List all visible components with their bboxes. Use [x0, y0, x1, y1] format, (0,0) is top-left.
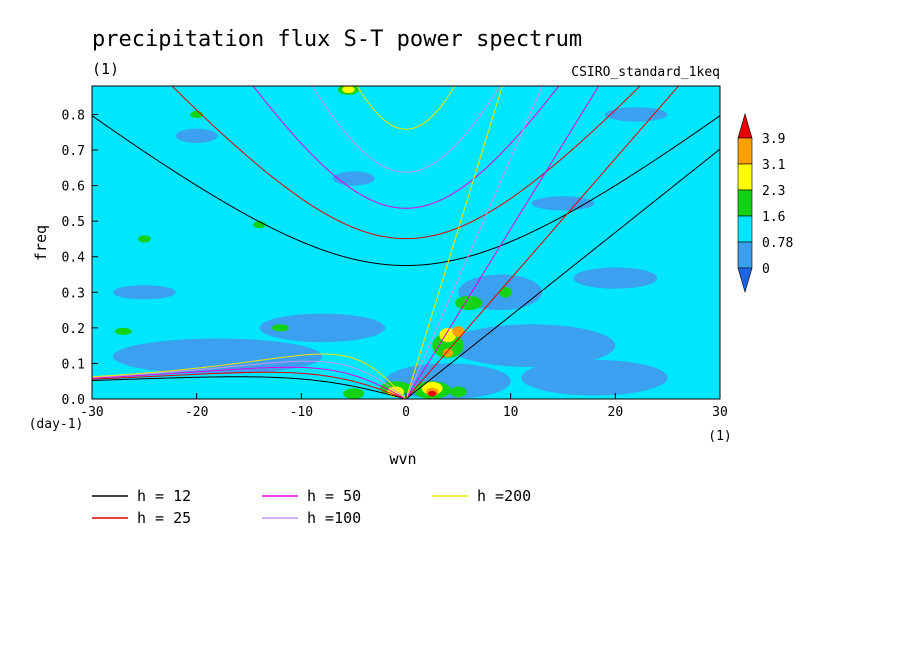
colorbar-swatch-1 — [737, 241, 753, 269]
colorbar-label: 1.6 — [762, 210, 785, 225]
colorbar-bottom-arrow — [737, 267, 753, 294]
field-region-4 — [521, 359, 668, 396]
y-axis-label: freq — [32, 225, 50, 261]
field-region-10 — [332, 171, 375, 186]
colorbar-label: 0.78 — [762, 236, 793, 251]
field-region-30 — [442, 348, 454, 358]
y-tick-label: 0.7 — [62, 144, 85, 159]
colorbar-swatch-5 — [737, 137, 753, 165]
dispersion-curves — [92, 86, 720, 399]
colorbar-top-arrow — [737, 112, 753, 139]
y-tick-label: 0.8 — [62, 108, 85, 123]
colorbar: 0 0.78 1.6 2.3 3.1 3.9 — [737, 112, 793, 294]
curve-gravity-4 — [356, 86, 456, 130]
colorbar-label: 2.3 — [762, 184, 785, 199]
colorbar-label: 3.1 — [762, 158, 785, 173]
curve-rossby-0 — [92, 376, 407, 399]
curve-gravity-1 — [171, 86, 641, 240]
field-region-7 — [112, 285, 176, 300]
y-tick-label: 0.5 — [62, 215, 85, 230]
field-region-15 — [138, 235, 151, 243]
x-tick-label: 30 — [712, 405, 728, 420]
curve-kelvin-3 — [405, 86, 543, 399]
y-tick-label: 0.2 — [62, 322, 85, 337]
legend-label-4: h =200 — [477, 487, 531, 505]
field-region-28 — [342, 86, 355, 94]
x-tick-label: 10 — [503, 405, 519, 420]
legend: h = 12 h = 25 h = 50 h =100 h =200 — [92, 487, 531, 527]
field-region-12 — [455, 295, 483, 311]
x-tick-label: 0 — [402, 405, 410, 420]
field-region-18 — [499, 286, 512, 298]
curve-kelvin-1 — [405, 86, 680, 399]
field-region-0 — [112, 338, 323, 375]
x-tick-label: -10 — [290, 405, 313, 420]
x-axis: -30 -20 -10 0 10 20 30 — [80, 393, 728, 420]
chart-title: precipitation flux S-T power spectrum — [92, 27, 582, 52]
field-region-19 — [432, 333, 464, 359]
curve-rossby-3 — [92, 360, 407, 399]
field-region-3 — [447, 324, 616, 367]
field-region-29 — [452, 326, 465, 337]
y-tick-label: 0.4 — [62, 251, 86, 266]
x-tick-label: 20 — [608, 405, 624, 420]
curve-kelvin-0 — [405, 148, 720, 399]
field-region-22 — [343, 388, 365, 399]
plot-area — [91, 85, 721, 400]
x-axis-unit: (1) — [708, 429, 731, 444]
curve-rossby-4 — [92, 353, 407, 399]
chart-units: (1) — [92, 60, 119, 78]
field-region-6 — [573, 267, 658, 289]
curve-kelvin-2 — [405, 86, 600, 399]
colorbar-swatch-3 — [737, 189, 753, 217]
legend-label-3: h =100 — [307, 509, 361, 527]
colorbar-label: 3.9 — [762, 132, 785, 147]
x-tick-label: -30 — [80, 405, 103, 420]
legend-label-1: h = 25 — [137, 509, 191, 527]
colorbar-swatch-4 — [737, 163, 753, 191]
curve-gravity-3 — [311, 86, 501, 173]
colorbar-label: 0 — [762, 262, 770, 277]
x-axis-label: wvn — [389, 450, 416, 468]
field-region-8 — [175, 128, 218, 143]
dataset-label: CSIRO_standard_1keq — [571, 65, 720, 80]
y-tick-label: 0.1 — [62, 357, 85, 372]
curve-gravity-2 — [252, 86, 560, 209]
curve-rossby-2 — [92, 366, 407, 399]
curve-gravity-0 — [92, 115, 720, 266]
legend-label-0: h = 12 — [137, 487, 191, 505]
y-tick-label: 0.3 — [62, 286, 85, 301]
y-axis-unit: (day-1) — [29, 417, 84, 432]
field-region-16 — [272, 324, 289, 332]
contour-field — [112, 86, 668, 399]
legend-label-2: h = 50 — [307, 487, 361, 505]
field-region-32 — [427, 390, 437, 397]
field-region-11 — [604, 107, 668, 122]
curve-kelvin-4 — [405, 86, 503, 399]
field-region-1 — [259, 313, 386, 343]
curve-rossby-1 — [92, 371, 407, 399]
field-region-13 — [115, 327, 132, 335]
y-tick-label: 0.0 — [62, 393, 85, 408]
y-tick-label: 0.6 — [62, 180, 85, 195]
field-region-23 — [449, 386, 467, 398]
y-axis: 0.0 0.1 0.2 0.3 0.4 0.5 0.6 0.7 0.8 — [62, 108, 98, 408]
x-tick-label: -20 — [185, 405, 208, 420]
colorbar-swatch-2 — [737, 215, 753, 243]
